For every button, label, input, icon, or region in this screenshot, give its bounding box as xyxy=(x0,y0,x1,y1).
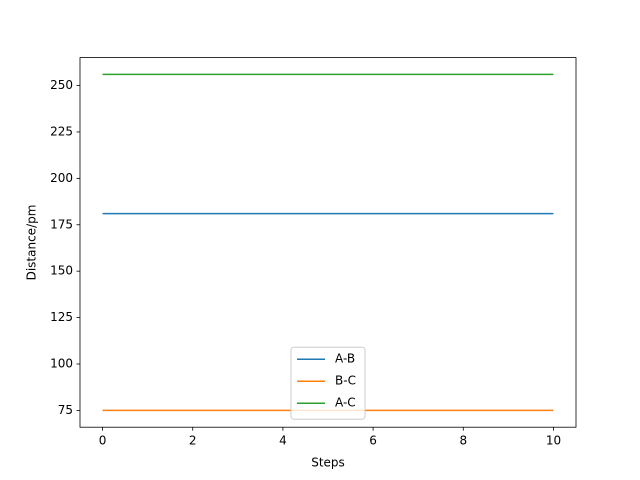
y-tick-label: 175 xyxy=(50,217,73,231)
y-tick-label: 125 xyxy=(50,310,73,324)
y-tick-label: 250 xyxy=(50,78,73,92)
y-tick-label: 100 xyxy=(50,356,73,370)
legend-label: A-C xyxy=(335,396,356,410)
x-axis-label: Steps xyxy=(311,456,345,470)
x-tick-label: 2 xyxy=(189,434,197,448)
x-tick-label: 6 xyxy=(369,434,377,448)
x-tick-label: 10 xyxy=(546,434,561,448)
y-tick-label: 200 xyxy=(50,171,73,185)
plot-frame xyxy=(79,57,577,428)
legend-label: B-C xyxy=(335,374,356,388)
y-tick-label: 75 xyxy=(58,403,73,417)
x-tick-label: 0 xyxy=(99,434,107,448)
legend-label: A-B xyxy=(335,352,355,366)
y-axis-label: Distance/pm xyxy=(25,205,39,281)
x-tick-label: 8 xyxy=(459,434,467,448)
x-tick-label: 4 xyxy=(279,434,287,448)
legend-box xyxy=(290,346,366,420)
y-tick-label: 225 xyxy=(50,124,73,138)
y-tick-label: 150 xyxy=(50,264,73,278)
